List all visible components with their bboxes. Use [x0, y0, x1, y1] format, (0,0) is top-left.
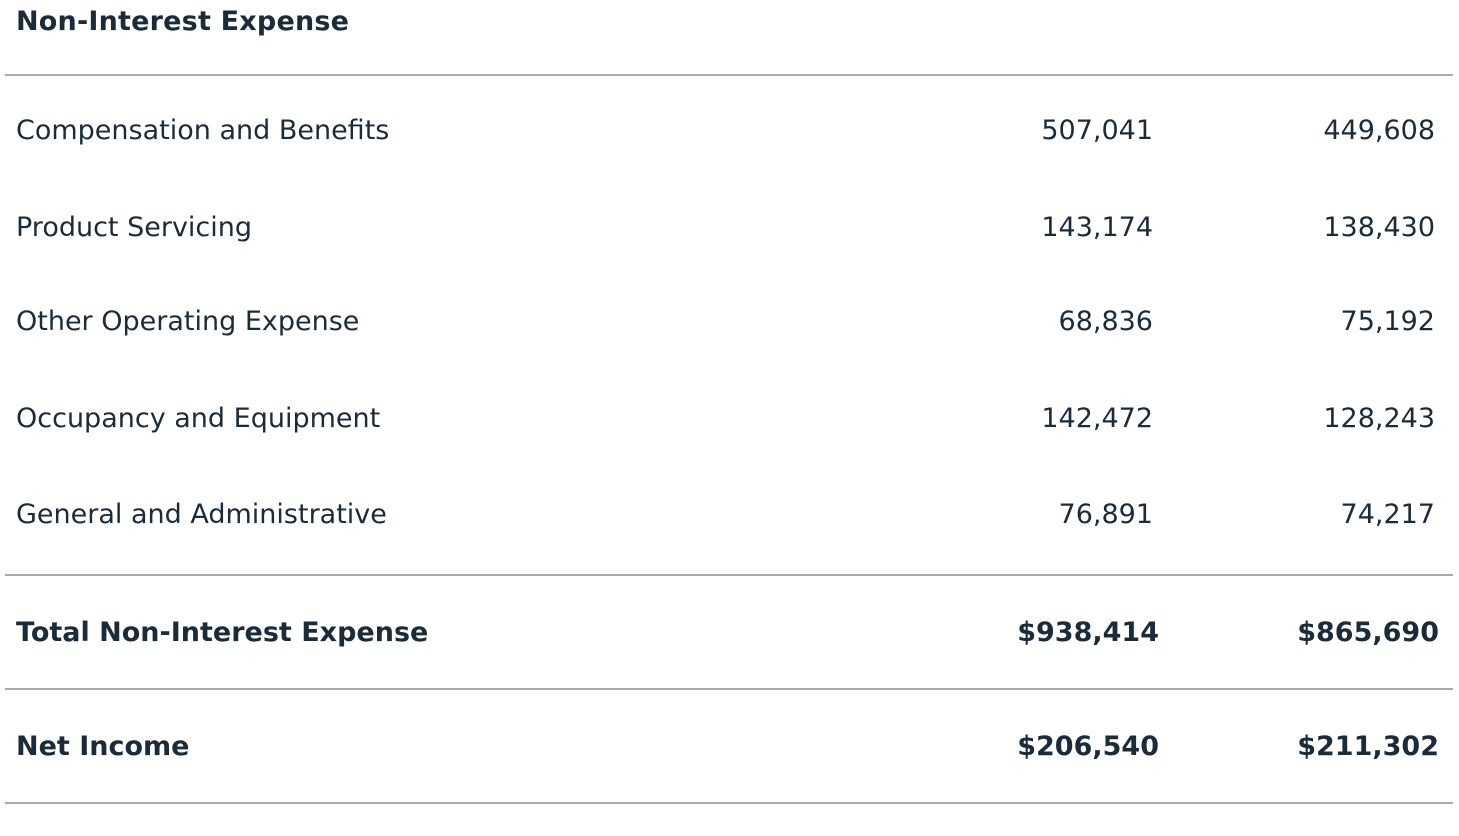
row-value-col2: 128,243: [1323, 403, 1435, 434]
row-value-col2: 75,192: [1340, 306, 1435, 337]
total-value-col1: $938,414: [1017, 617, 1159, 648]
divider: [5, 74, 1453, 76]
row-value-col2: 138,430: [1323, 212, 1435, 243]
divider: [5, 688, 1453, 690]
total-value-col2: $865,690: [1297, 617, 1439, 648]
divider: [5, 802, 1453, 804]
total-label: Total Non-Interest Expense: [16, 617, 429, 648]
table-row: Other Operating Expense 68,836 75,192: [0, 302, 1459, 342]
net-income-value-col2: $211,302: [1297, 731, 1439, 762]
row-value-col1: 68,836: [1058, 306, 1153, 337]
row-label: Product Servicing: [16, 212, 253, 243]
table-row: Occupancy and Equipment 142,472 128,243: [0, 399, 1459, 439]
row-value-col1: 507,041: [1041, 115, 1153, 146]
row-value-col2: 74,217: [1340, 499, 1435, 530]
table-row: Product Servicing 143,174 138,430: [0, 208, 1459, 248]
row-label: Occupancy and Equipment: [16, 403, 381, 434]
total-row: Total Non-Interest Expense $938,414 $865…: [0, 613, 1459, 653]
net-income-label: Net Income: [16, 731, 190, 762]
divider: [5, 574, 1453, 576]
table-row: General and Administrative 76,891 74,217: [0, 495, 1459, 535]
row-value-col2: 449,608: [1323, 115, 1435, 146]
row-value-col1: 143,174: [1041, 212, 1153, 243]
row-label: Compensation and Benefits: [16, 115, 390, 146]
row-value-col1: 76,891: [1058, 499, 1153, 530]
net-income-value-col1: $206,540: [1017, 731, 1159, 762]
row-label: Other Operating Expense: [16, 306, 360, 337]
row-value-col1: 142,472: [1041, 403, 1153, 434]
row-label: General and Administrative: [16, 499, 387, 530]
net-income-row: Net Income $206,540 $211,302: [0, 727, 1459, 767]
table-row: Compensation and Benefits 507,041 449,60…: [0, 111, 1459, 151]
section-title: Non-Interest Expense: [16, 6, 350, 37]
